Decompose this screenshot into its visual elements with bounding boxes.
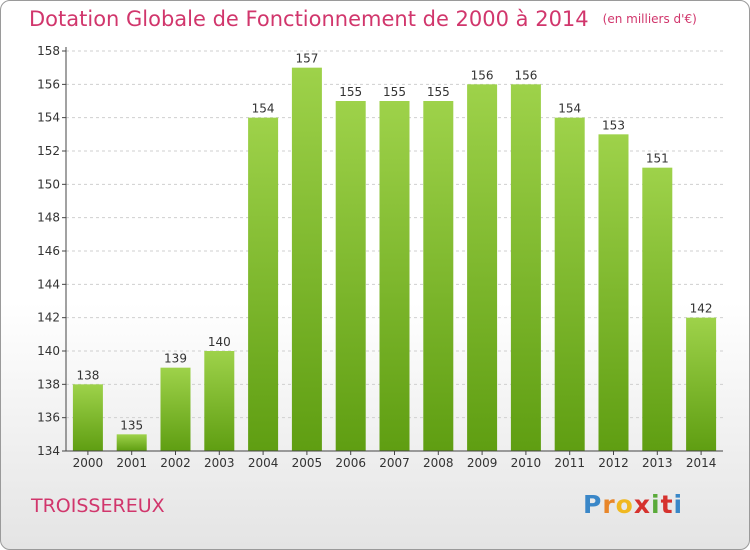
x-tick-label: 2002 bbox=[160, 456, 191, 470]
data-label: 142 bbox=[690, 302, 713, 316]
logo-letter: r bbox=[602, 490, 616, 519]
data-label: 135 bbox=[120, 418, 143, 432]
x-tick-label: 2008 bbox=[423, 456, 454, 470]
x-tick-label: 2014 bbox=[686, 456, 717, 470]
y-tick-label: 150 bbox=[37, 177, 60, 191]
bar bbox=[248, 117, 279, 452]
x-tick-label: 2000 bbox=[73, 456, 104, 470]
x-tick-label: 2005 bbox=[292, 456, 323, 470]
y-tick-label: 138 bbox=[37, 377, 60, 391]
data-label: 138 bbox=[76, 368, 99, 382]
bar bbox=[423, 101, 454, 451]
bar bbox=[204, 351, 235, 451]
logo-letter: o bbox=[615, 490, 634, 519]
bar bbox=[554, 117, 585, 452]
bar bbox=[72, 384, 103, 451]
data-label: 156 bbox=[471, 68, 494, 82]
data-label: 153 bbox=[602, 118, 625, 132]
bar bbox=[510, 84, 541, 451]
x-tick-label: 2006 bbox=[335, 456, 366, 470]
y-tick-label: 142 bbox=[37, 311, 60, 325]
logo-letter: i bbox=[673, 490, 684, 519]
y-tick-label: 136 bbox=[37, 411, 60, 425]
x-tick-label: 2012 bbox=[598, 456, 629, 470]
y-tick-label: 144 bbox=[37, 277, 60, 291]
commune-name: TROISSEREUX bbox=[31, 495, 165, 517]
logo-letter: i bbox=[651, 490, 661, 519]
data-label: 154 bbox=[558, 102, 581, 116]
y-tick-label: 134 bbox=[37, 444, 60, 458]
bar bbox=[467, 84, 498, 451]
bar bbox=[291, 67, 322, 452]
y-tick-label: 140 bbox=[37, 344, 60, 358]
logo-letter: t bbox=[660, 490, 674, 519]
data-label: 155 bbox=[427, 85, 450, 99]
y-tick-label: 158 bbox=[37, 44, 60, 58]
bar bbox=[686, 317, 717, 451]
x-tick-label: 2001 bbox=[116, 456, 147, 470]
logo-letter: P bbox=[583, 490, 603, 519]
bar bbox=[642, 167, 673, 451]
bar bbox=[160, 367, 191, 451]
x-tick-label: 2007 bbox=[379, 456, 410, 470]
chart-unit: (en milliers d'€) bbox=[602, 12, 697, 26]
y-tick-label: 146 bbox=[37, 244, 60, 258]
y-tick-label: 156 bbox=[37, 77, 60, 91]
y-tick-label: 152 bbox=[37, 144, 60, 158]
x-tick-label: 2003 bbox=[204, 456, 235, 470]
data-label: 140 bbox=[208, 335, 231, 349]
data-label: 139 bbox=[164, 352, 187, 366]
y-tick-label: 148 bbox=[37, 211, 60, 225]
chart-title-main: Dotation Globale de Fonctionnement de 20… bbox=[29, 7, 589, 31]
chart-title: Dotation Globale de Fonctionnement de 20… bbox=[29, 7, 697, 31]
data-label: 156 bbox=[514, 68, 537, 82]
data-label: 154 bbox=[252, 102, 275, 116]
data-label: 155 bbox=[339, 85, 362, 99]
x-tick-label: 2010 bbox=[511, 456, 542, 470]
x-tick-label: 2013 bbox=[642, 456, 673, 470]
bar bbox=[335, 101, 366, 451]
data-label: 151 bbox=[646, 152, 669, 166]
x-tick-label: 2011 bbox=[554, 456, 585, 470]
axes: 134 136 138 140 142 144 146 148 150 152 154 156 158 2… bbox=[37, 44, 723, 470]
bars: 138 135 139 140 154 157 155 155 155 156 156 154 153 1… bbox=[72, 52, 717, 452]
bar bbox=[116, 434, 147, 451]
x-tick-label: 2009 bbox=[467, 456, 498, 470]
logo-letter: x bbox=[633, 490, 651, 519]
y-tick-label: 154 bbox=[37, 111, 60, 125]
bar bbox=[379, 101, 410, 451]
data-label: 157 bbox=[295, 52, 318, 66]
data-label: 155 bbox=[383, 85, 406, 99]
bar bbox=[598, 134, 629, 452]
proxiti-logo: Proxiti bbox=[583, 490, 683, 519]
x-tick-label: 2004 bbox=[248, 456, 279, 470]
